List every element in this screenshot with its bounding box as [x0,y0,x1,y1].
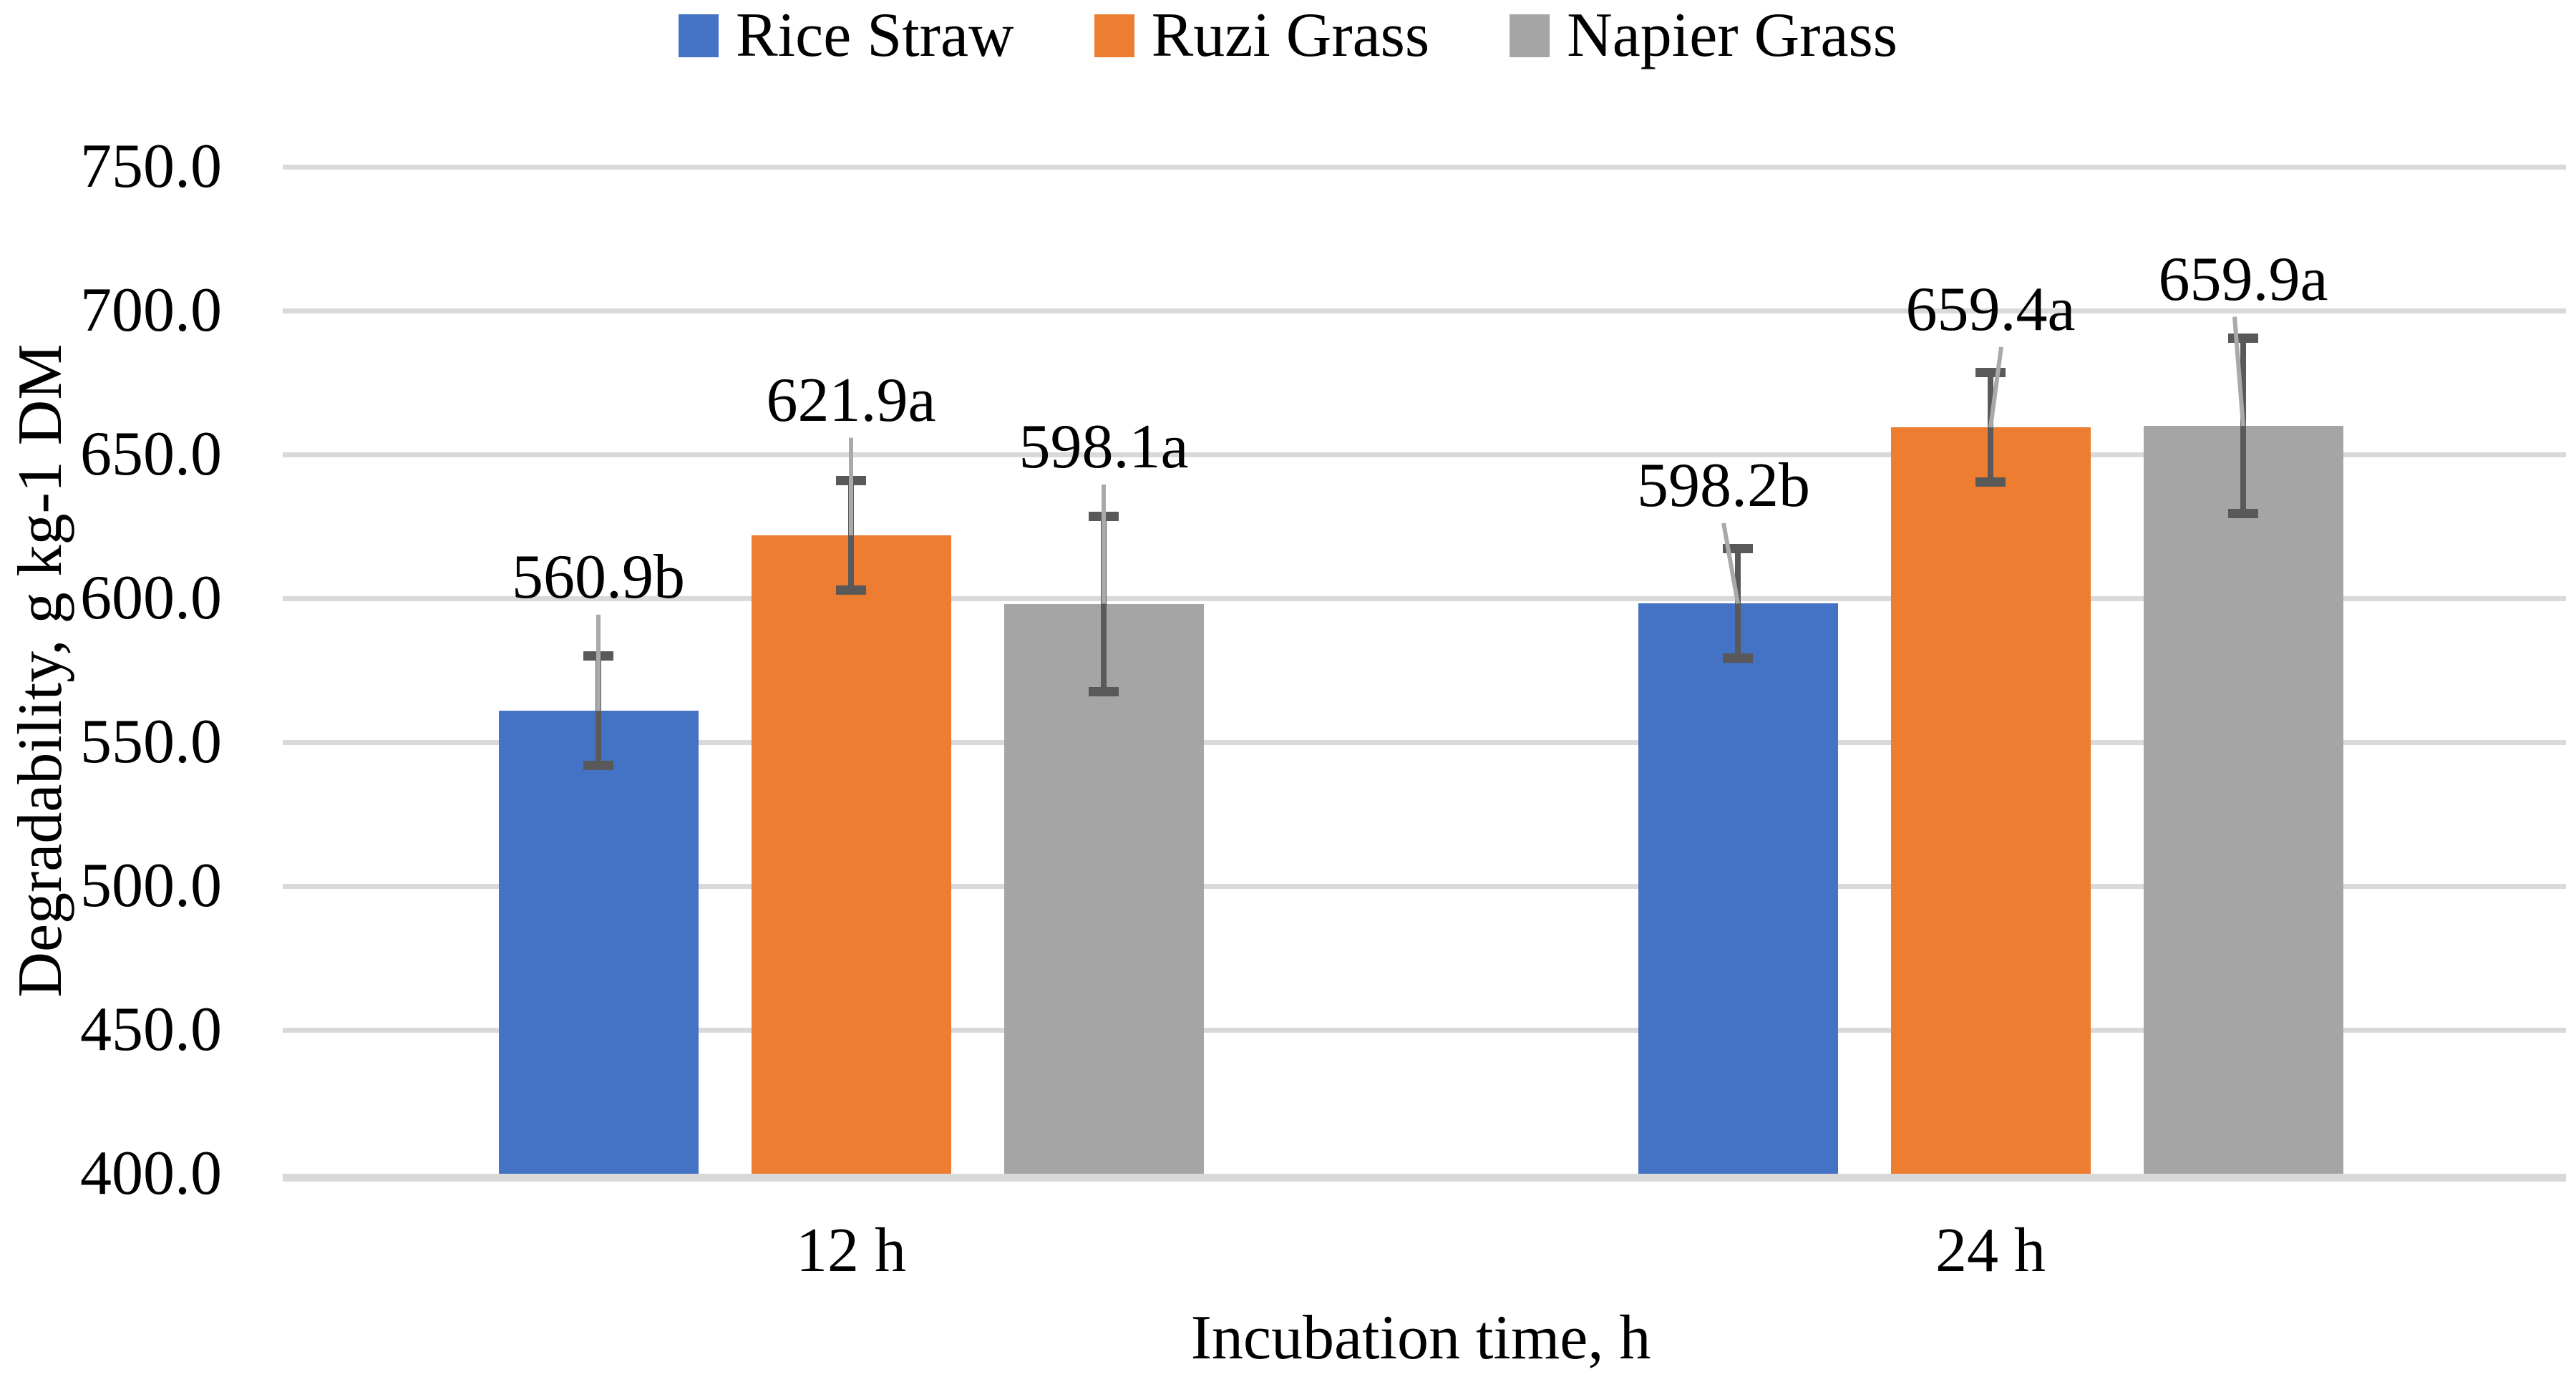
error-bar-cap-bottom [1723,653,1753,663]
y-tick-label: 400.0 [80,1139,222,1208]
y-tick-label: 450.0 [80,995,222,1064]
data-label-ruzi-grass-24-h: 659.4a [1905,274,2076,344]
bar-ruzi-grass-12-h [751,535,951,1174]
data-label-napier-grass-24-h: 659.9a [2158,244,2328,314]
y-tick-label: 600.0 [80,563,222,633]
gridline-600 [283,595,2566,601]
error-bar-cap-bottom [1089,686,1119,696]
y-tick-label: 700.0 [80,276,222,345]
error-bar-line [1988,372,1993,482]
y-axis-title: Degradability, g kg-1 DM [6,344,75,998]
data-label-rice-straw-12-h: 560.9b [512,542,685,612]
x-axis-line [283,1174,2566,1182]
bar-napier-grass-24-h [2143,426,2343,1174]
y-tick-label: 650.0 [80,419,222,489]
x-axis-title: Incubation time, h [1190,1303,1651,1373]
error-bar-line [1101,516,1107,692]
error-bar-line [848,480,854,590]
y-tick-label: 500.0 [80,851,222,920]
gridline-750 [283,164,2566,170]
bar-rice-straw-24-h [1638,603,1838,1174]
error-bar-cap-bottom [2228,509,2258,519]
legend: Rice Straw Ruzi Grass Napier Grass [0,0,2576,72]
legend-label: Napier Grass [1567,1,1897,70]
legend-label: Ruzi Grass [1151,1,1430,70]
legend-swatch-ruzi-grass [1094,14,1134,57]
error-bar-cap-bottom [583,761,613,771]
error-bar-cap-top [583,651,613,661]
error-bar-cap-top [2228,334,2258,344]
error-bar-line [596,656,601,766]
legend-label: Rice Straw [735,1,1014,70]
error-bar-line [1735,548,1741,658]
error-bar-cap-top [1975,368,2006,378]
gridline-700 [283,308,2566,313]
gridline-550 [283,739,2566,745]
legend-item-rice-straw: Rice Straw [678,1,1014,70]
data-label-ruzi-grass-12-h: 621.9a [766,365,936,435]
error-bar-cap-bottom [1975,477,2006,487]
legend-item-ruzi-grass: Ruzi Grass [1094,1,1430,70]
error-bar-line [2240,338,2246,514]
legend-item-napier-grass: Napier Grass [1510,1,1897,70]
y-tick-label: 750.0 [80,132,222,201]
data-label-rice-straw-24-h: 598.2b [1637,450,1810,520]
bar-ruzi-grass-24-h [1890,427,2091,1174]
gridline-500 [283,883,2566,889]
error-bar-cap-top [1723,544,1753,554]
legend-swatch-napier-grass [1510,14,1550,57]
x-category-label-24-h: 24 h [1935,1216,2046,1285]
x-category-label-12-h: 12 h [796,1216,906,1285]
bar-napier-grass-12-h [1003,603,1204,1174]
gridline-450 [283,1027,2566,1033]
error-bar-cap-top [836,476,866,486]
legend-swatch-rice-straw [678,14,719,57]
gridline-650 [283,452,2566,457]
error-bar-cap-bottom [836,585,866,595]
data-label-napier-grass-12-h: 598.1a [1019,412,1189,482]
error-bar-cap-top [1089,511,1119,521]
y-tick-label: 550.0 [80,707,222,777]
bar-rice-straw-12-h [498,711,699,1174]
